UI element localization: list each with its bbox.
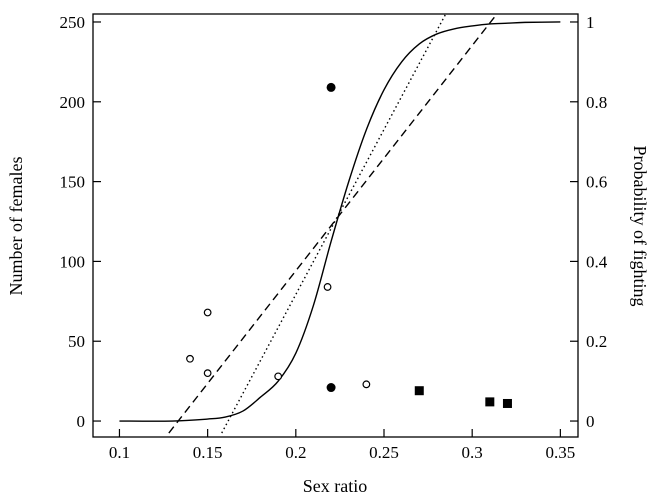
open-circle-point xyxy=(274,372,283,381)
x-tick-label: 0.35 xyxy=(545,443,575,462)
y2-tick-label: 0.2 xyxy=(586,332,607,351)
right-axis: 0 0.2 0.4 0.6 0.8 1 xyxy=(570,13,608,431)
y-axis-title: Number of females xyxy=(6,157,26,296)
y-tick-label: 0 xyxy=(77,412,86,431)
y2-tick-label: 0.8 xyxy=(586,93,607,112)
y-tick-label: 200 xyxy=(60,93,86,112)
data-points xyxy=(186,82,512,408)
y2-tick-label: 0.6 xyxy=(586,173,607,192)
filled-square-point xyxy=(414,386,424,396)
open-circle-point xyxy=(203,369,212,378)
y-tick-label: 50 xyxy=(68,332,85,351)
open-circle-point xyxy=(323,283,332,291)
filled-square-point xyxy=(485,397,495,407)
x-tick-label: 0.25 xyxy=(369,443,399,462)
open-circle-point xyxy=(362,380,371,389)
open-circle-point xyxy=(203,308,212,317)
y2-tick-label: 0.4 xyxy=(586,252,608,271)
x-tick-label: 0.2 xyxy=(285,443,306,462)
open-circle-point xyxy=(186,354,194,363)
x-tick-label: 0.1 xyxy=(109,443,130,462)
fitted-curves xyxy=(119,14,561,434)
y2-tick-label: 0 xyxy=(586,412,595,431)
y2-tick-label: 1 xyxy=(586,13,595,32)
dashed-curve xyxy=(168,14,498,434)
x-tick-label: 0.15 xyxy=(193,443,223,462)
solid-curve xyxy=(119,21,561,422)
x-axis-title: Sex ratio xyxy=(303,476,368,496)
filled-square-point xyxy=(502,398,512,408)
x-axis: 0.1 0.15 0.2 0.25 0.3 0.35 xyxy=(109,429,575,462)
y2-axis-title: Probability of fighting xyxy=(630,146,649,307)
y-tick-label: 100 xyxy=(60,252,86,271)
filled-circle-point xyxy=(326,82,336,92)
plot-frame xyxy=(92,13,579,438)
left-axis: 0 50 100 150 200 250 xyxy=(60,13,101,431)
filled-circle-point xyxy=(326,383,336,393)
y-tick-label: 150 xyxy=(60,173,86,192)
x-tick-label: 0.3 xyxy=(462,443,483,462)
y-tick-label: 250 xyxy=(60,13,86,32)
plot-area-border xyxy=(92,13,579,438)
